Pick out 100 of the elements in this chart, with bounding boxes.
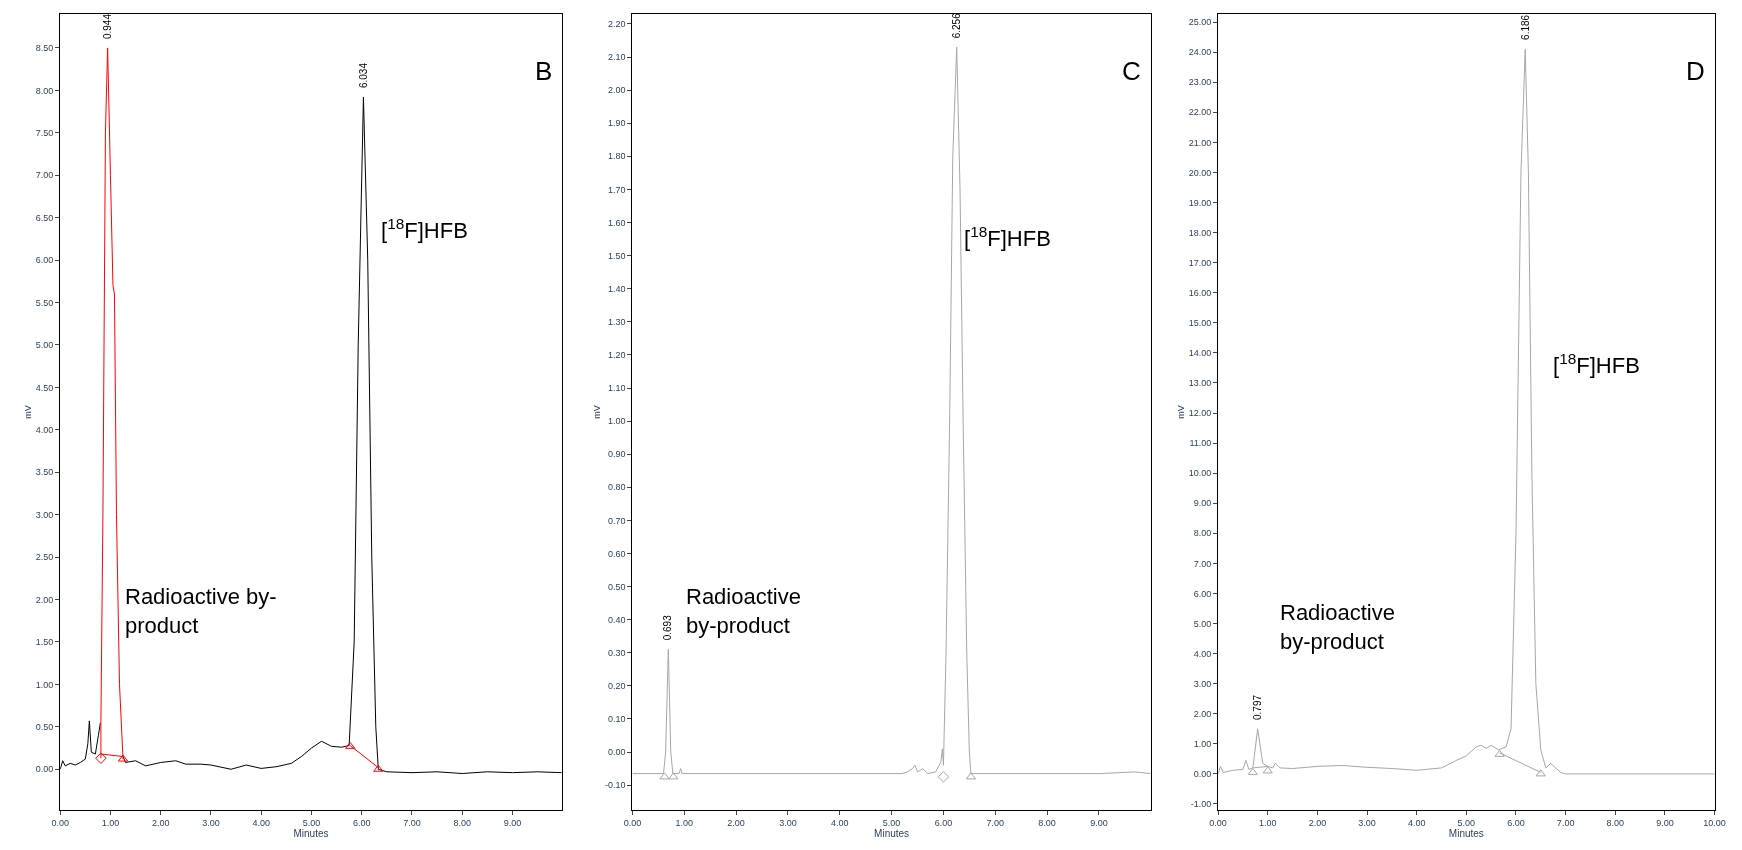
y-tick-label: 1.60 [608,217,626,228]
annotation: Radioactive by- product [125,584,277,638]
y-tick-label: 0.10 [608,714,626,725]
x-tick-label: 1.00 [101,817,120,828]
annotation: 6.186 [1519,14,1531,40]
y-tick-label: 3.50 [35,467,54,478]
y-tick-label: 0.50 [35,721,54,732]
y-tick-label: 17.00 [1188,257,1212,268]
x-tick-label: 6.00 [1507,817,1525,828]
y-tick-label: 1.20 [608,350,626,361]
y-tick-label: 8.50 [35,43,54,54]
y-tick-label: 2.00 [35,594,54,605]
y-tick-label: 7.50 [35,127,54,138]
y-tick-label: 0.00 [1193,769,1212,780]
y-tick-label: 21.00 [1188,137,1212,148]
x-tick-label: 7.00 [1556,817,1575,828]
x-tick-label: 0.00 [623,817,642,828]
y-tick-label: 1.00 [1193,738,1212,749]
y-tick-label: 22.00 [1188,107,1212,118]
annotation: [$^{18}$F]HFB [381,215,468,244]
y-tick-label: 8.00 [1193,528,1212,539]
x-axis-title: Minutes [293,827,329,839]
y-tick-label: 1.80 [608,151,626,162]
y-tick-label: 0.70 [608,515,626,526]
x-axis-title: Minutes [1448,827,1484,839]
y-tick-label: 1.90 [608,118,626,129]
x-tick-label: 1.00 [1258,817,1277,828]
y-tick-label: 5.50 [35,297,54,308]
x-tick-label: 1.00 [675,817,694,828]
y-tick-label: 18.00 [1188,227,1212,238]
annotation: 0.797 [1252,694,1264,720]
y-tick-label: 19.00 [1188,197,1212,208]
x-tick-label: 2.00 [1308,817,1327,828]
y-tick-label: 1.00 [35,679,54,690]
y-tick-label: 0.50 [608,581,626,592]
x-tick-label: 5.00 [882,817,901,828]
y-tick-label: 0.00 [35,764,54,775]
y-tick-label: 4.00 [1193,648,1212,659]
y-tick-label: 13.00 [1188,378,1212,389]
x-tick-label: 8.00 [1606,817,1625,828]
y-tick-label: 1.50 [35,637,54,648]
annotation: 6.256 [951,12,963,39]
y-tick-label: 14.00 [1188,348,1212,359]
y-tick-label: 2.00 [608,85,626,96]
annotation: [$^{18}$F]HFB [964,223,1051,252]
y-tick-label: 4.50 [35,382,54,393]
annotation: 6.034 [357,62,369,89]
y-tick-label: 0.30 [608,647,626,658]
x-tick-label: 9.00 [503,817,522,828]
y-tick-label: 9.00 [1193,498,1212,509]
y-tick-label: 2.20 [608,19,626,30]
x-axis-title: Minutes [874,827,910,839]
x-tick-label: 5.00 [1457,817,1476,828]
x-tick-label: 7.00 [986,817,1005,828]
y-tick-label: 0.40 [608,614,626,625]
y-tick-label: 7.00 [1193,558,1212,569]
x-tick-label: 0.00 [51,817,69,828]
y-axis-title: mV [1176,405,1187,419]
y-tick-label: 2.10 [608,52,626,63]
y-tick-label: 1.10 [608,383,626,394]
y-axis-title: mV [23,405,34,419]
text: D [1686,56,1705,86]
x-tick-label: 0.00 [1209,817,1227,828]
x-tick-label: 5.00 [302,817,321,828]
y-tick-label: 20.00 [1188,167,1212,178]
x-tick-label: 2.00 [151,817,170,828]
y-tick-label: -0.10 [605,780,626,791]
y-tick-label: 23.00 [1188,77,1212,88]
y-tick-label: 1.50 [608,250,626,261]
y-tick-label: 25.00 [1188,17,1212,28]
y-tick-label: 5.00 [1193,618,1212,629]
annotation: Radioactive by-product [1280,600,1395,654]
y-tick-label: 15.00 [1188,317,1212,328]
x-tick-label: 2.00 [727,817,745,828]
x-tick-label: 4.00 [1407,817,1426,828]
y-tick-label: 6.50 [35,212,54,223]
y-tick-label: 2.50 [35,552,54,563]
y-tick-label: 4.00 [35,424,54,435]
x-tick-label: 4.00 [831,817,849,828]
annotation: 0.944 [102,13,114,40]
x-tick-label: 10.00 [1703,817,1726,828]
y-tick-label: 0.90 [608,449,626,460]
y-tick-label: 8.00 [35,85,54,96]
y-tick-label: 7.00 [35,170,54,181]
annotation: Radioactive by-product [686,584,801,638]
x-tick-label: 3.00 [1358,817,1376,828]
y-tick-label: 11.00 [1189,438,1212,449]
text: C [1122,56,1141,86]
x-tick-label: 8.00 [1038,817,1056,828]
y-tick-label: 6.00 [1193,588,1212,599]
x-tick-label: 3.00 [779,817,797,828]
text: B [535,56,553,86]
x-tick-label: 9.00 [1090,817,1108,828]
x-tick-label: 9.00 [1656,817,1674,828]
y-tick-label: 3.00 [1193,678,1212,689]
y-tick-label: 0.80 [608,482,626,493]
y-tick-label: 1.70 [608,184,626,195]
y-tick-label: 1.40 [608,283,626,294]
y-tick-label: 0.20 [608,681,626,692]
y-tick-label: 2.00 [1193,708,1212,719]
